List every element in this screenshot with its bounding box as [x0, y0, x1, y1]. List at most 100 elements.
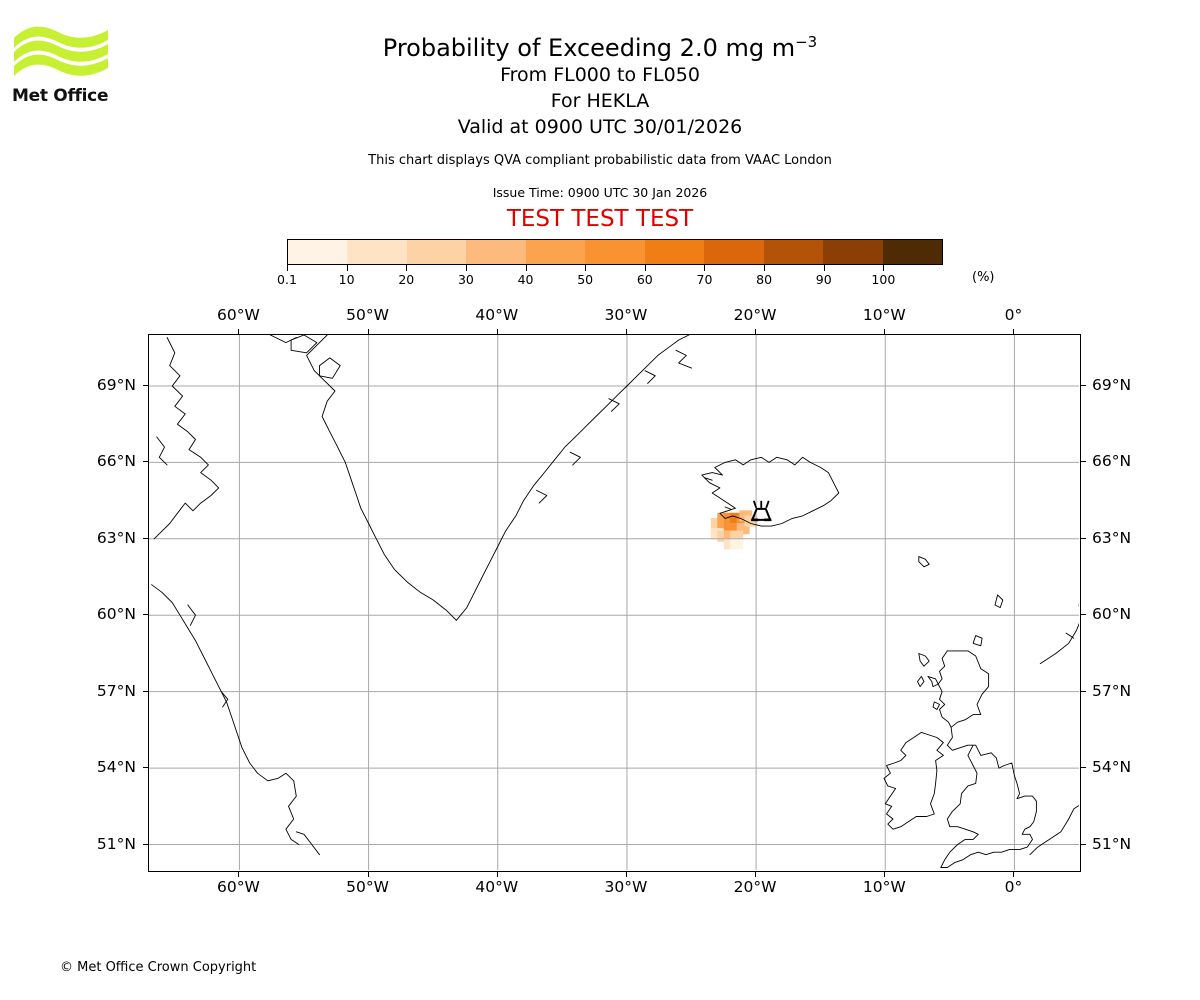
lat-label-left: 69°N	[96, 375, 136, 394]
lon-label-top: 40°W	[475, 306, 519, 324]
lon-tick-bottom	[884, 872, 886, 877]
coastline	[703, 477, 713, 481]
colorbar-tick-label: 90	[815, 272, 832, 287]
colorbar-band-3	[466, 240, 526, 264]
colorbar-tick-label: 80	[756, 272, 773, 287]
colorbar-band-1	[347, 240, 407, 264]
lat-tick-right	[1081, 461, 1086, 463]
lon-label-bottom: 50°W	[346, 878, 389, 896]
graticule-layer	[149, 335, 1079, 870]
lon-label-bottom: 10°W	[862, 878, 906, 896]
coastline	[187, 604, 196, 626]
lon-tick-top	[367, 329, 369, 334]
lat-tick-right	[1081, 690, 1086, 692]
coastline	[1065, 632, 1075, 639]
colorbar-band-0	[288, 240, 348, 264]
colorbar-tick	[525, 265, 527, 271]
coastline	[569, 451, 581, 466]
lon-label-bottom: 60°W	[217, 878, 260, 896]
coastline	[917, 675, 925, 688]
lat-tick-right	[1081, 843, 1086, 845]
lon-label-bottom: 20°W	[733, 878, 777, 896]
lat-label-right: 57°N	[1092, 681, 1132, 700]
coastline	[1039, 604, 1079, 665]
colorbar-tick-label: 20	[398, 272, 415, 287]
coastline	[608, 398, 620, 412]
lon-tick-top	[755, 329, 757, 334]
colorbar-tick-label: 100	[871, 272, 896, 287]
lat-tick-left	[143, 384, 148, 386]
flight-levels-line: From FL000 to FL050	[500, 64, 700, 86]
colorbar-tick	[287, 265, 288, 271]
colorbar-band-8	[763, 240, 824, 264]
valid-time-line: Valid at 0900 UTC 30/01/2026	[457, 116, 743, 138]
lon-label-bottom: 40°W	[475, 878, 519, 896]
colorbar-band-5	[585, 240, 645, 264]
lon-tick-top	[884, 329, 886, 334]
colorbar-tick-label: 10	[338, 272, 355, 287]
map-panel[interactable]	[148, 334, 1081, 872]
coastline	[153, 337, 220, 540]
colorbar-tick	[585, 265, 587, 271]
chart-header: Probability of Exceeding 2.0 mg m−3 From…	[0, 0, 1200, 232]
lat-label-left: 63°N	[96, 528, 136, 547]
volcano-plume-left	[752, 500, 758, 509]
colorbar-tick-labels: 0.1 10 20 30 40 50 60 70 80 90 100	[277, 272, 943, 292]
lon-label-top: 10°W	[862, 306, 906, 324]
chart-title-text: Probability of Exceeding 2.0 mg m	[382, 34, 796, 62]
lat-tick-right	[1081, 384, 1086, 386]
coastline	[675, 349, 692, 369]
colorbar-tick	[823, 265, 825, 271]
lon-tick-top	[1013, 329, 1015, 334]
volcano-plume-right	[765, 500, 770, 509]
lat-tick-left	[143, 537, 148, 539]
coastline	[932, 701, 940, 710]
lon-label-top: 20°W	[733, 306, 777, 324]
coastline	[156, 436, 168, 466]
met-office-logo-text: Met Office	[12, 86, 109, 106]
qva-note: This chart displays QVA compliant probab…	[368, 153, 832, 168]
coastline	[927, 675, 939, 688]
colorbar-tick-label: 60	[636, 272, 653, 287]
ash-probability-layer	[710, 510, 758, 550]
coastline	[295, 831, 320, 856]
colorbar-tick-label: 50	[577, 272, 594, 287]
lon-tick-bottom	[625, 872, 627, 877]
colorbar-strip	[287, 239, 943, 265]
lon-tick-bottom	[755, 872, 757, 877]
lat-label-right: 60°N	[1092, 605, 1132, 624]
coastline	[883, 731, 944, 830]
coastline	[220, 691, 229, 708]
lat-tick-left	[143, 843, 148, 845]
lon-label-top: 30°W	[604, 306, 648, 324]
colorbar-band-7	[704, 240, 764, 264]
lon-tick-top	[496, 329, 498, 334]
met-office-logo: Met Office	[12, 22, 122, 106]
chart-title-exponent: −3	[795, 33, 818, 51]
lon-tick-bottom	[238, 872, 240, 877]
lat-label-right: 66°N	[1092, 452, 1132, 471]
lat-tick-right	[1081, 537, 1086, 539]
coastline	[724, 506, 732, 510]
lat-label-left: 54°N	[96, 758, 136, 777]
ash-cell	[744, 515, 758, 527]
volcano-name-line: For HEKLA	[550, 90, 650, 112]
colorbar-tick	[644, 265, 646, 271]
lat-tick-left	[143, 767, 148, 769]
lat-tick-left	[143, 614, 148, 616]
colorbar-band-4	[525, 240, 586, 264]
colorbar-tick	[465, 265, 467, 271]
lon-label-bottom: 30°W	[604, 878, 648, 896]
coastline	[536, 489, 548, 504]
lon-label-top: 0°	[1004, 306, 1023, 324]
coastline	[306, 335, 457, 621]
coastline	[1068, 804, 1079, 820]
lon-tick-top	[625, 329, 627, 334]
lon-tick-bottom	[367, 872, 369, 877]
lat-tick-right	[1081, 614, 1086, 616]
coastline	[455, 335, 690, 621]
colorbar-band-6	[644, 240, 705, 264]
coastline	[918, 556, 930, 568]
lat-label-left: 66°N	[96, 452, 136, 471]
lon-label-top: 50°W	[346, 306, 389, 324]
